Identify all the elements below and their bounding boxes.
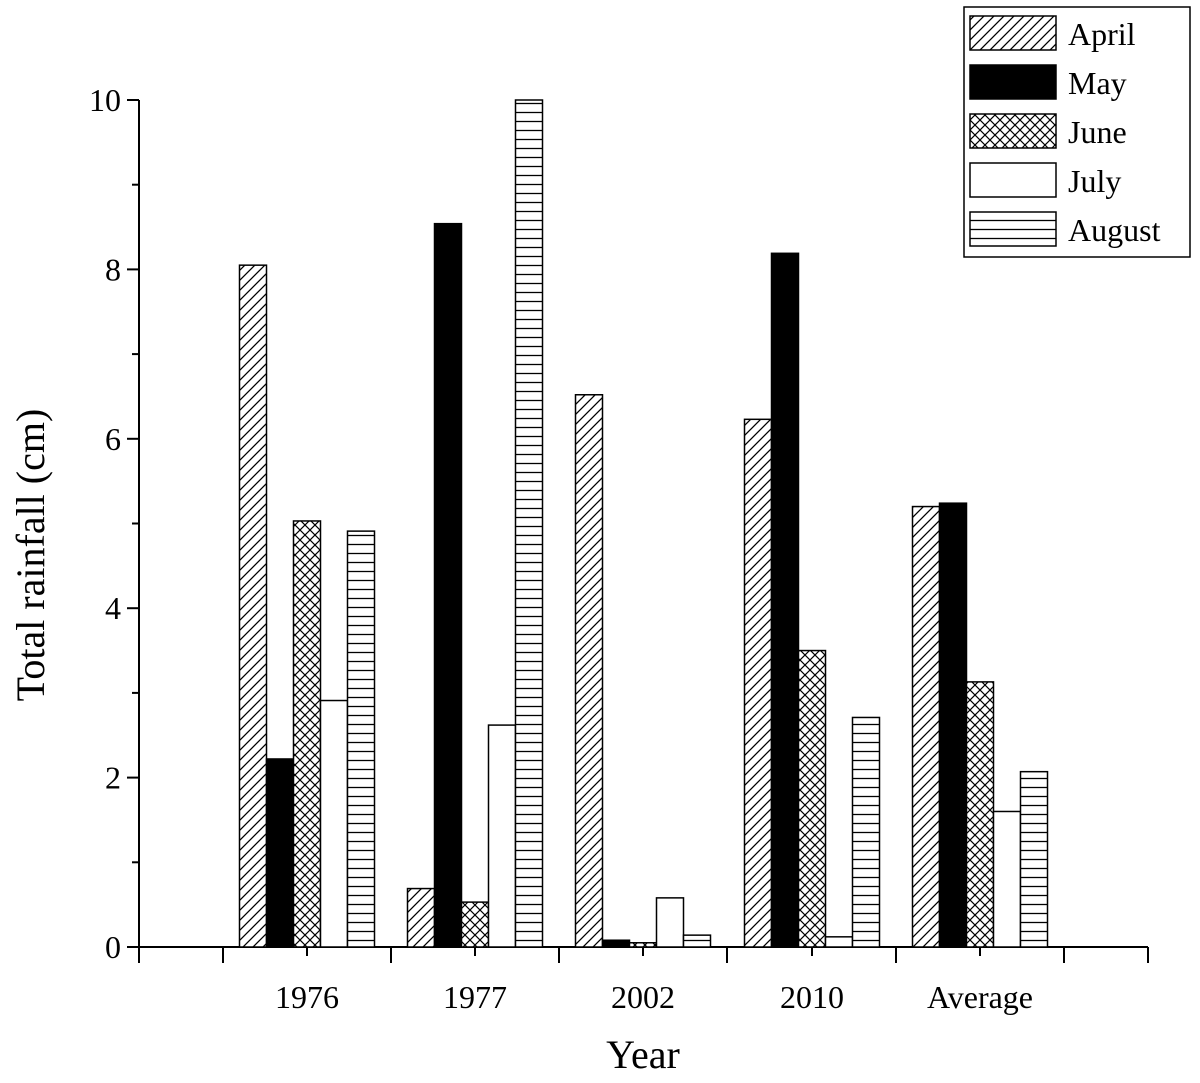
x-tick-label: 1976 [275, 979, 339, 1015]
bar-april-2002 [574, 394, 604, 948]
x-tick-label: 1977 [443, 979, 507, 1015]
bar-june-2010 [797, 649, 827, 948]
bar-april-1977 [406, 887, 436, 948]
bar-august-2002 [682, 934, 712, 948]
legend-swatch-august [969, 211, 1057, 247]
bar-august-1977 [514, 99, 544, 948]
bar-june-average [965, 681, 995, 948]
bar-august-average [1019, 770, 1049, 948]
x-tick-label: Average [927, 979, 1033, 1015]
bar-april-1976 [238, 264, 268, 948]
y-tick-label: 0 [105, 929, 121, 965]
bar-april-2010 [743, 418, 773, 948]
bar-june-1976 [292, 520, 322, 948]
bar-june-2002 [628, 942, 658, 948]
y-tick-label: 10 [89, 82, 121, 118]
legend-label-july: July [1068, 163, 1121, 199]
bar-august-2010 [851, 716, 881, 948]
x-tick-label: 2002 [611, 979, 675, 1015]
legend-label-april: April [1068, 16, 1136, 52]
y-tick-label: 8 [105, 251, 121, 287]
bars [238, 99, 1049, 948]
x-axis-title: Year [606, 1032, 680, 1077]
y-tick-label: 6 [105, 421, 121, 457]
x-axis-ticks: 1976 1977 2002 2010 Average [138, 947, 1149, 1015]
bar-august-1976 [346, 530, 376, 948]
y-tick-label: 4 [105, 590, 121, 626]
y-axis-ticks: 0 2 4 6 8 10 [89, 82, 139, 965]
legend-label-august: August [1068, 212, 1161, 248]
legend-swatch-july [969, 162, 1057, 198]
legend-label-may: May [1068, 65, 1127, 101]
y-axis-title: Total rainfall (cm) [8, 409, 53, 702]
bar-july-1977 [487, 724, 517, 948]
bar-july-2002 [655, 897, 685, 948]
legend-swatch-april [969, 15, 1057, 51]
legend-swatch-june [969, 113, 1057, 149]
bar-july-2010 [824, 936, 854, 948]
legend-swatch-may [969, 64, 1057, 100]
bar-april-average [911, 505, 941, 948]
x-tick-label: 2010 [780, 979, 844, 1015]
legend: April May June July August [963, 6, 1191, 258]
bar-may-1977 [433, 222, 463, 948]
bar-july-average [992, 810, 1022, 948]
bar-may-average [938, 502, 968, 948]
bar-july-1976 [319, 699, 349, 948]
bar-may-2002 [601, 939, 631, 948]
bar-may-1976 [265, 758, 295, 948]
plot-area: 0 2 4 6 8 10 1976 1977 2002 2010 Average [89, 82, 1149, 1015]
bar-june-1977 [460, 901, 490, 948]
y-tick-label: 2 [105, 760, 121, 796]
bar-may-2010 [770, 252, 800, 948]
legend-label-june: June [1068, 114, 1127, 150]
